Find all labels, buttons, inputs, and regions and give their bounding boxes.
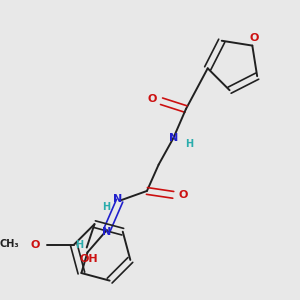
Text: O: O	[250, 33, 259, 43]
Text: N: N	[169, 133, 178, 143]
Text: O: O	[178, 190, 188, 200]
Text: OH: OH	[79, 254, 98, 264]
Text: O: O	[147, 94, 157, 104]
Text: H: H	[102, 202, 110, 212]
Text: O: O	[30, 240, 40, 250]
Text: H: H	[76, 240, 84, 250]
Text: CH₃: CH₃	[0, 239, 19, 249]
Text: H: H	[185, 139, 193, 149]
Text: N: N	[113, 194, 123, 204]
Text: N: N	[102, 227, 112, 237]
